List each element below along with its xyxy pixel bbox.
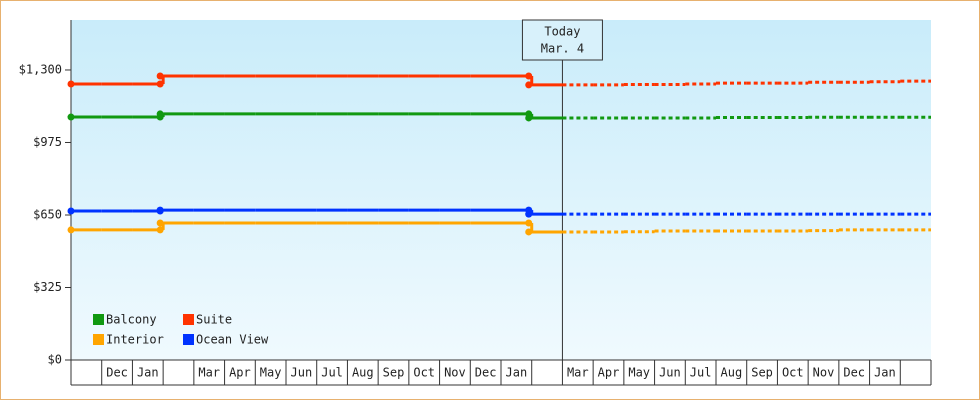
change-dot (525, 219, 533, 227)
change-dot (156, 206, 164, 214)
x-tick-label: May (260, 366, 282, 380)
legend-swatch (183, 334, 194, 345)
y-tick-label: $1,300 (19, 62, 62, 76)
x-tick-label: Jan (506, 366, 528, 380)
change-dot (525, 81, 533, 89)
x-tick-label: Dec (843, 366, 865, 380)
x-tick-label: Oct (413, 366, 435, 380)
today-label: Today (544, 25, 580, 39)
x-tick-label: Dec (106, 366, 128, 380)
y-tick-label: $650 (33, 207, 62, 221)
change-dot (525, 72, 533, 80)
x-tick-label: Apr (229, 366, 251, 380)
x-tick-label: Aug (352, 366, 374, 380)
change-dot (156, 226, 164, 234)
x-tick-label: Sep (383, 366, 405, 380)
x-tick-label: Jun (659, 366, 681, 380)
change-dot (525, 210, 533, 218)
x-tick-label: Jul (690, 366, 712, 380)
x-tick-label: Jan (874, 366, 896, 380)
legend-swatch (93, 314, 104, 325)
start-dot (67, 80, 75, 88)
legend-label: Ocean View (196, 333, 269, 347)
change-dot (525, 114, 533, 122)
x-tick-label: Apr (598, 366, 620, 380)
legend-label: Balcony (106, 313, 157, 327)
change-dot (156, 219, 164, 227)
change-dot (525, 228, 533, 236)
x-tick-label: Jul (321, 366, 343, 380)
x-tick-label: Jun (291, 366, 313, 380)
legend-swatch (183, 314, 194, 325)
x-tick-label: Jan (137, 366, 159, 380)
y-tick-label: $0 (48, 353, 62, 367)
x-tick-label: Sep (751, 366, 773, 380)
plot-area (71, 20, 931, 360)
legend-swatch (93, 334, 104, 345)
x-tick-label: Oct (782, 366, 804, 380)
start-dot (67, 226, 75, 234)
x-tick-label: Mar (567, 366, 589, 380)
x-tick-label: Nov (444, 366, 466, 380)
change-dot (156, 110, 164, 118)
x-tick-label: Aug (721, 366, 743, 380)
today-box (521, 19, 603, 61)
x-tick-label: Nov (813, 366, 835, 380)
x-tick-label: May (628, 366, 650, 380)
legend-label: Interior (106, 333, 164, 347)
x-tick-label: Mar (198, 366, 220, 380)
y-tick-label: $325 (33, 280, 62, 294)
change-dot (156, 72, 164, 80)
y-tick-label: $975 (33, 135, 62, 149)
today-label: Mar. 4 (541, 42, 584, 56)
x-tick-label: Dec (475, 366, 497, 380)
start-dot (67, 207, 75, 215)
change-dot (156, 80, 164, 88)
legend-label: Suite (196, 313, 232, 327)
start-dot (67, 113, 75, 121)
